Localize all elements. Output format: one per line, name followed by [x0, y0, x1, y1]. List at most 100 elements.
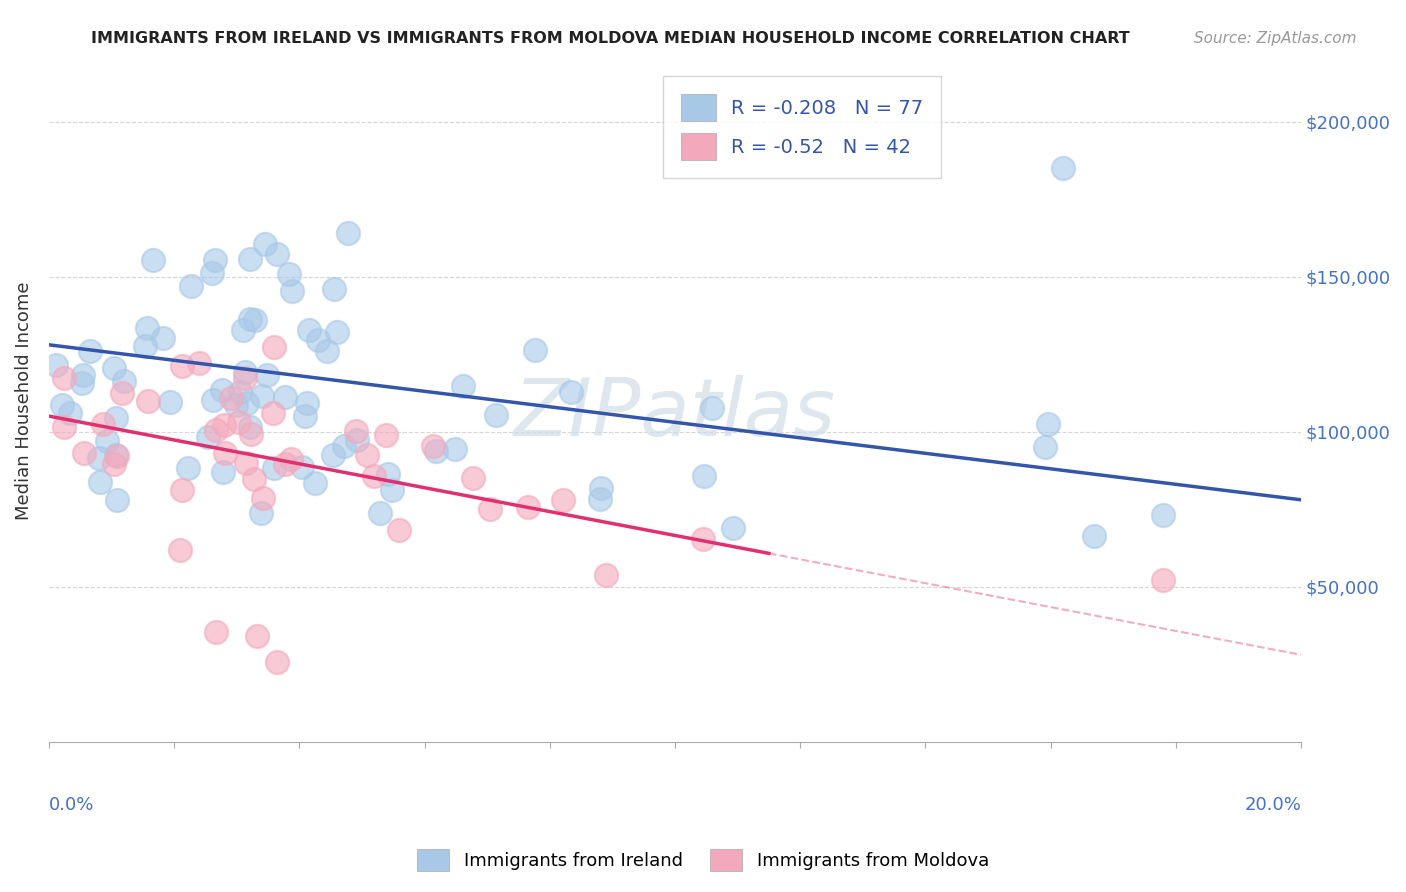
Point	[702, 401, 724, 416]
Point	[59, 406, 82, 420]
Point	[243, 472, 266, 486]
Point	[553, 493, 575, 508]
Point	[281, 284, 304, 298]
Point	[169, 542, 191, 557]
Point	[280, 452, 302, 467]
Point	[228, 385, 250, 400]
Point	[233, 365, 256, 379]
Point	[112, 374, 135, 388]
Point	[205, 624, 228, 639]
Point	[152, 331, 174, 345]
Point	[523, 343, 546, 357]
Point	[250, 506, 273, 520]
Point	[266, 247, 288, 261]
Point	[344, 424, 367, 438]
Point	[273, 457, 295, 471]
Point	[375, 428, 398, 442]
Point	[326, 325, 349, 339]
Point	[377, 467, 399, 481]
Point	[170, 359, 193, 373]
Point	[304, 475, 326, 490]
Point	[356, 449, 378, 463]
Y-axis label: Median Household Income: Median Household Income	[15, 281, 32, 520]
Point	[51, 398, 73, 412]
Point	[422, 439, 444, 453]
Point	[485, 409, 508, 423]
Point	[211, 383, 233, 397]
Point	[252, 491, 274, 505]
Point	[1036, 417, 1059, 431]
Point	[256, 368, 278, 382]
Point	[443, 442, 465, 456]
Point	[723, 521, 745, 535]
Point	[219, 391, 242, 405]
Point	[105, 492, 128, 507]
Point	[246, 629, 269, 643]
Point	[595, 567, 617, 582]
Point	[111, 386, 134, 401]
Point	[291, 460, 314, 475]
Point	[239, 311, 262, 326]
Point	[96, 434, 118, 448]
Point	[72, 368, 94, 382]
Point	[250, 389, 273, 403]
Point	[142, 253, 165, 268]
Point	[172, 483, 194, 497]
Point	[180, 279, 202, 293]
Point	[277, 268, 299, 282]
Point	[235, 456, 257, 470]
Point	[517, 500, 540, 514]
Point	[197, 430, 219, 444]
Point	[368, 506, 391, 520]
Point	[560, 385, 582, 400]
Point	[692, 533, 714, 547]
Point	[263, 340, 285, 354]
Point	[239, 252, 262, 266]
Point	[254, 236, 277, 251]
Point	[159, 395, 181, 409]
Point	[591, 481, 613, 495]
Point	[425, 444, 447, 458]
Text: Source: ZipAtlas.com: Source: ZipAtlas.com	[1194, 31, 1357, 46]
Point	[307, 333, 329, 347]
Point	[295, 396, 318, 410]
Point	[104, 448, 127, 462]
Point	[136, 321, 159, 335]
Legend: Immigrants from Ireland, Immigrants from Moldova: Immigrants from Ireland, Immigrants from…	[409, 842, 997, 879]
Text: ZIPatlas: ZIPatlas	[515, 376, 837, 453]
Point	[243, 313, 266, 327]
Point	[363, 469, 385, 483]
Point	[204, 252, 226, 267]
Point	[381, 483, 404, 498]
Point	[239, 419, 262, 434]
Point	[332, 439, 354, 453]
Point	[225, 399, 247, 413]
Point	[89, 475, 111, 489]
Point	[79, 343, 101, 358]
Point	[1152, 508, 1174, 523]
Point	[1152, 574, 1174, 588]
Point	[212, 418, 235, 433]
Point	[693, 469, 716, 483]
Legend: R = -0.208   N = 77, R = -0.52   N = 42: R = -0.208 N = 77, R = -0.52 N = 42	[664, 76, 941, 178]
Point	[274, 390, 297, 404]
Point	[1083, 529, 1105, 543]
Point	[233, 370, 256, 384]
Point	[322, 448, 344, 462]
Point	[107, 449, 129, 463]
Point	[103, 361, 125, 376]
Point	[316, 344, 339, 359]
Point	[388, 524, 411, 538]
Point	[87, 451, 110, 466]
Text: IMMIGRANTS FROM IRELAND VS IMMIGRANTS FROM MOLDOVA MEDIAN HOUSEHOLD INCOME CORRE: IMMIGRANTS FROM IRELAND VS IMMIGRANTS FR…	[91, 31, 1130, 46]
Point	[103, 457, 125, 471]
Point	[336, 226, 359, 240]
Point	[298, 323, 321, 337]
Point	[212, 465, 235, 479]
Point	[177, 461, 200, 475]
Point	[451, 378, 474, 392]
Point	[228, 415, 250, 429]
Point	[134, 338, 156, 352]
Point	[214, 445, 236, 459]
Point	[136, 394, 159, 409]
